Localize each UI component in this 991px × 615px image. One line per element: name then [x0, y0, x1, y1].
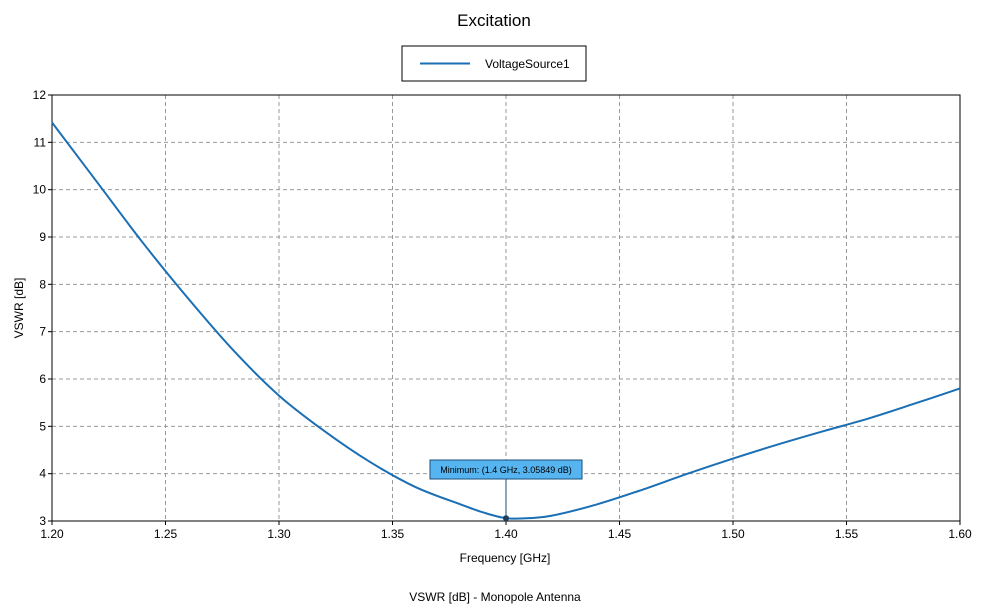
y-tick-label: 9: [39, 230, 46, 244]
x-tick-label: 1.20: [40, 527, 64, 541]
chart-title: Excitation: [457, 11, 531, 30]
x-tick-label: 1.50: [721, 527, 745, 541]
annotation-layer: Minimum: (1.4 GHz, 3.05849 dB): [429, 459, 583, 522]
x-tick-label: 1.25: [154, 527, 178, 541]
y-tick-label: 11: [34, 135, 47, 149]
y-tick-label: 3: [39, 514, 46, 528]
x-tick-label: 1.35: [381, 527, 405, 541]
chart-caption: VSWR [dB] - Monopole Antenna: [409, 590, 581, 604]
minimum-marker[interactable]: [503, 515, 509, 522]
legend-label: VoltageSource1: [485, 57, 570, 71]
x-tick-label: 1.30: [267, 527, 291, 541]
y-tick-label: 5: [39, 419, 46, 433]
annotation-box: [429, 459, 583, 480]
x-tick-label: 1.40: [494, 527, 518, 541]
y-tick-label: 10: [33, 183, 47, 197]
grid: [52, 95, 960, 521]
x-tick-label: 1.45: [608, 527, 632, 541]
y-tick-label: 7: [39, 325, 46, 339]
y-axis-label: VSWR [dB]: [12, 278, 26, 339]
x-tick-label: 1.55: [835, 527, 859, 541]
y-tick-label: 8: [39, 277, 46, 291]
y-axis: 3 4 5 6 7 8 9 10 11 12: [33, 88, 52, 528]
x-tick-label: 1.60: [948, 527, 972, 541]
x-axis: 1.20 1.25 1.30 1.35 1.40 1.45 1.50 1.55 1.60: [40, 521, 972, 541]
legend[interactable]: VoltageSource1: [401, 45, 587, 82]
x-axis-label: Frequency [GHz]: [460, 551, 551, 565]
y-tick-label: 12: [33, 88, 47, 102]
annotation-label: Minimum: (1.4 GHz, 3.05849 dB): [440, 465, 572, 475]
y-tick-label: 4: [39, 467, 46, 481]
y-tick-label: 6: [39, 372, 46, 386]
